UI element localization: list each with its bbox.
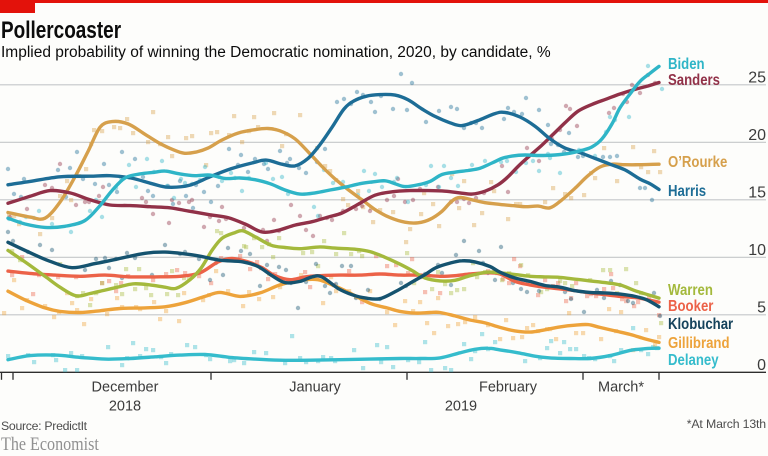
svg-text:December: December xyxy=(92,380,159,396)
svg-text:10: 10 xyxy=(748,242,766,259)
svg-text:January: January xyxy=(289,380,341,396)
svg-text:25: 25 xyxy=(748,70,766,87)
svg-text:March*: March* xyxy=(598,380,644,396)
svg-text:February: February xyxy=(479,380,538,396)
svg-text:20: 20 xyxy=(748,127,766,144)
svg-text:0: 0 xyxy=(757,357,766,374)
svg-text:5: 5 xyxy=(757,300,766,317)
svg-text:2019: 2019 xyxy=(445,399,477,415)
svg-text:2018: 2018 xyxy=(109,399,141,415)
svg-text:15: 15 xyxy=(748,185,766,202)
